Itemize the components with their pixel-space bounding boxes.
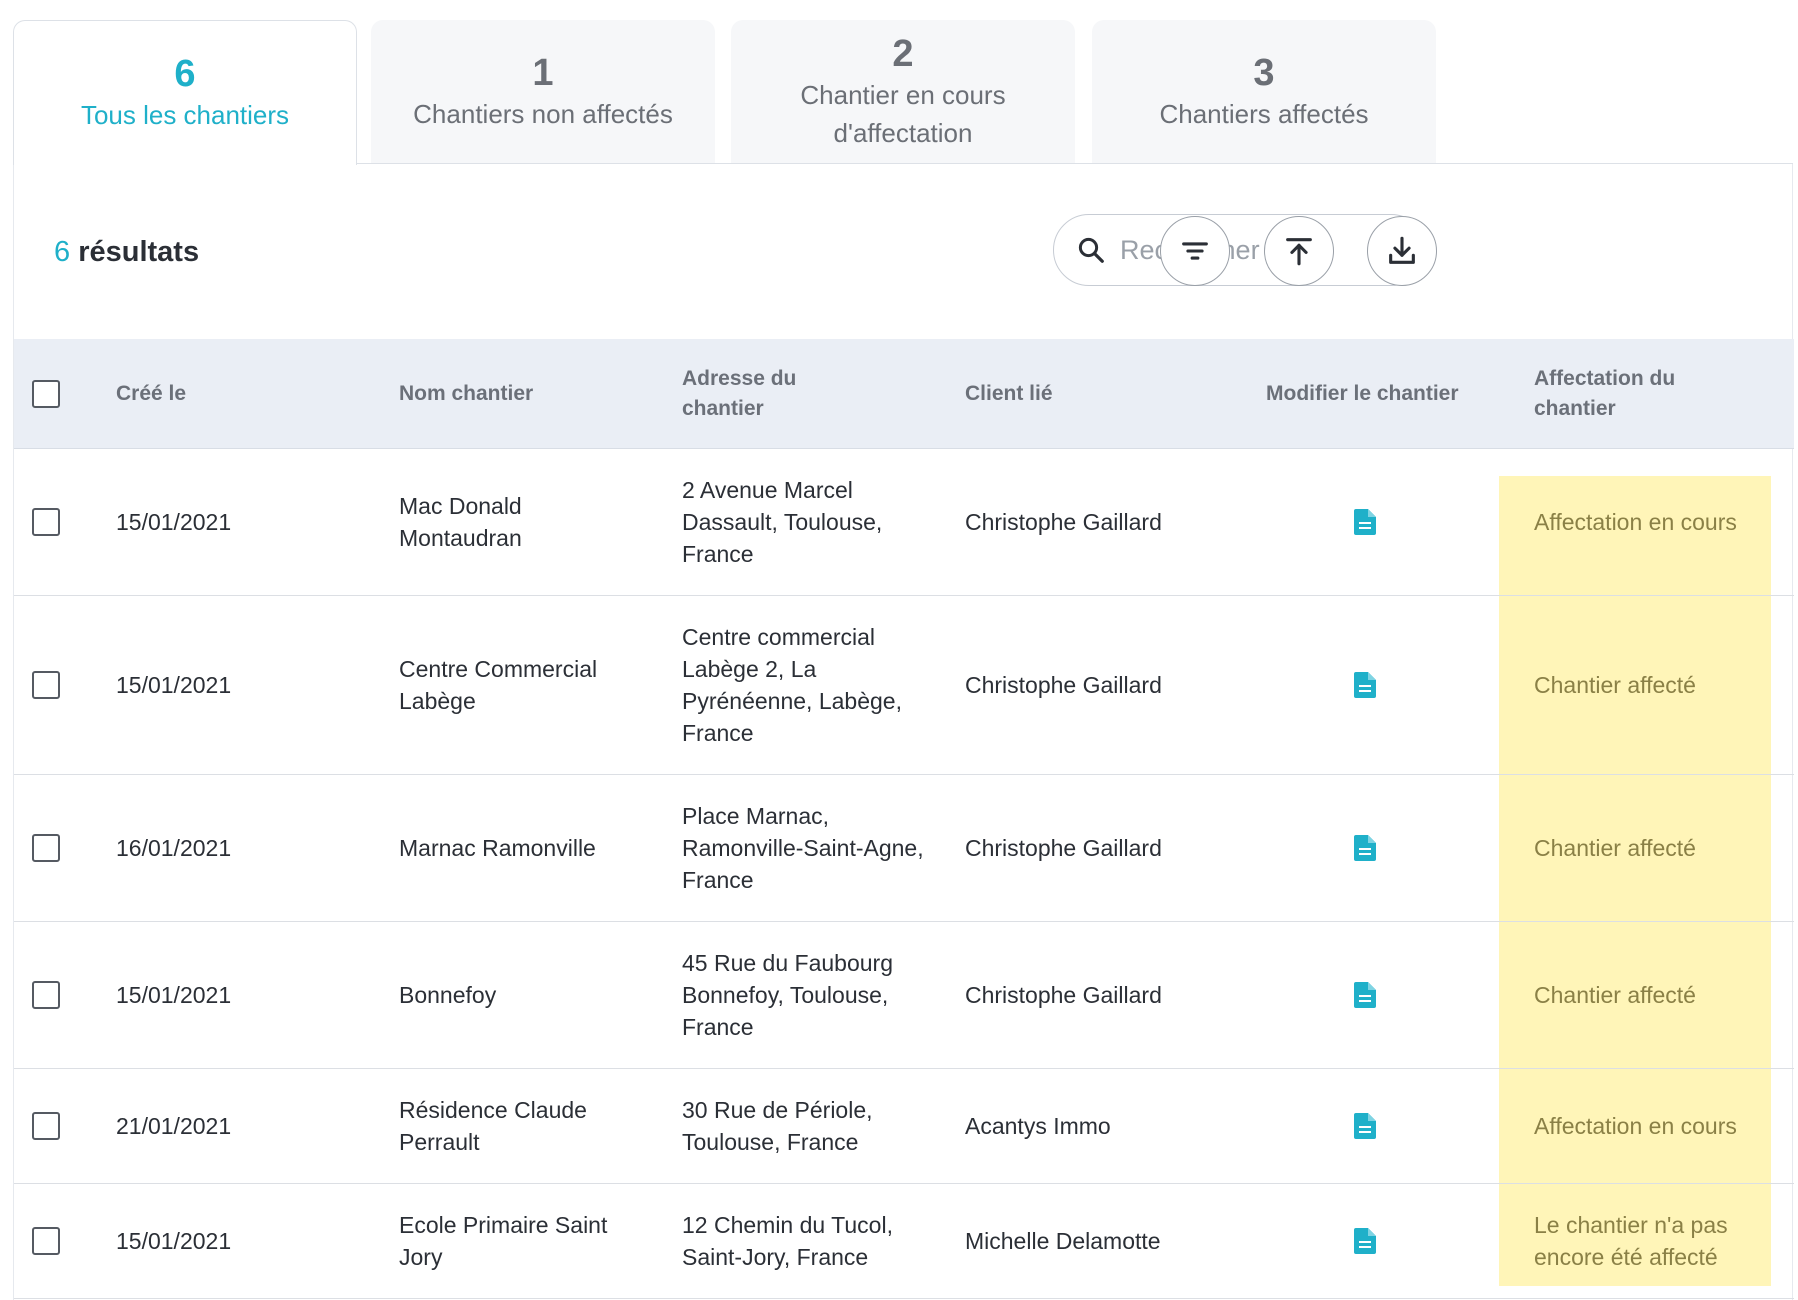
row-checkbox[interactable] (32, 834, 60, 862)
assignment-status: Chantier affecté (1534, 982, 1696, 1008)
site-name: Mac Donald Montaudran (399, 493, 522, 551)
document-icon (1354, 509, 1376, 535)
tab-label: Tous les chantiers (80, 100, 290, 130)
edit-site-button[interactable] (1354, 1069, 1394, 1183)
column-header-edit: Modifier le chantier (1266, 382, 1459, 405)
created-date: 15/01/2021 (116, 672, 232, 698)
filter-icon (1182, 242, 1208, 260)
site-name: Bonnefoy (399, 982, 497, 1008)
site-name: Ecole Primaire Saint Jory (399, 1212, 608, 1270)
linked-client: Christophe Gaillard (965, 835, 1162, 861)
column-header-assignment[interactable]: Affectation du chantier (1534, 367, 1676, 420)
document-icon (1354, 1228, 1376, 1254)
tab-bar: 6 Tous les chantiers 1 Chantiers non aff… (13, 20, 1793, 165)
document-icon (1354, 835, 1376, 861)
assignment-status: Chantier affecté (1534, 672, 1696, 698)
tab-count: 1 (532, 52, 554, 94)
assignment-status: Affectation en cours (1534, 1113, 1737, 1139)
site-address: 2 Avenue Marcel Dassault, Toulouse, Fran… (682, 477, 883, 567)
assignment-status: Le chantier n'a pas encore été affecté (1534, 1212, 1728, 1270)
created-date: 15/01/2021 (116, 1228, 232, 1254)
created-date: 21/01/2021 (116, 1113, 232, 1139)
edit-site-button[interactable] (1354, 449, 1394, 595)
download-icon (1389, 236, 1415, 264)
assignment-status: Chantier affecté (1534, 835, 1696, 861)
assignment-status: Affectation en cours (1534, 509, 1737, 535)
linked-client: Acantys Immo (965, 1113, 1111, 1139)
row-checkbox[interactable] (32, 981, 60, 1009)
site-name: Résidence Claude Perrault (399, 1097, 587, 1155)
column-header-created[interactable]: Créé le (116, 382, 187, 405)
linked-client: Christophe Gaillard (965, 672, 1162, 698)
tab-label: Chantiers affectés (1159, 99, 1369, 129)
results-label: résultats (78, 236, 200, 268)
table-row[interactable]: 15/01/2021 Mac Donald Montaudran 2 Avenu… (14, 449, 1794, 596)
site-name: Marnac Ramonville (399, 835, 596, 861)
row-checkbox[interactable] (32, 1112, 60, 1140)
download-button[interactable] (1367, 216, 1437, 286)
document-icon (1354, 672, 1376, 698)
tab-count: 3 (1253, 52, 1275, 94)
table-row[interactable]: 15/01/2021 Bonnefoy 45 Rue du Faubourg B… (14, 922, 1794, 1069)
tab-assigned-sites[interactable]: 3 Chantiers affectés (1092, 20, 1436, 164)
row-checkbox[interactable] (32, 671, 60, 699)
site-address: Centre commercial Labège 2, La Pyrénéenn… (682, 624, 902, 746)
document-icon (1354, 982, 1376, 1008)
results-count: 6 (54, 236, 71, 268)
site-address: 12 Chemin du Tucol, Saint-Jory, France (682, 1212, 893, 1270)
tab-label: Chantiers non affectés (413, 99, 673, 129)
edit-site-button[interactable] (1354, 1184, 1394, 1298)
tab-count: 6 (174, 53, 196, 95)
edit-site-button[interactable] (1354, 596, 1394, 774)
created-date: 15/01/2021 (116, 982, 232, 1008)
tab-unassigned-sites[interactable]: 1 Chantiers non affectés (371, 20, 715, 164)
linked-client: Michelle Delamotte (965, 1228, 1161, 1254)
assignment-status-highlight (1499, 476, 1771, 1286)
tab-in-progress-sites[interactable]: 2 Chantier en cours d'affectation (731, 20, 1075, 164)
document-icon (1354, 1113, 1376, 1139)
linked-client: Christophe Gaillard (965, 509, 1162, 535)
upload-icon (1286, 238, 1312, 266)
linked-client: Christophe Gaillard (965, 982, 1162, 1008)
site-address: 45 Rue du Faubourg Bonnefoy, Toulouse, F… (682, 950, 893, 1040)
tab-label: Chantier en cours d'affectation (800, 80, 1006, 148)
results-summary: 6 résultats (54, 236, 199, 269)
tab-all-sites[interactable]: 6 Tous les chantiers (13, 20, 357, 165)
upload-button[interactable] (1264, 216, 1334, 286)
site-address: 30 Rue de Périole, Toulouse, France (682, 1097, 873, 1155)
column-header-name[interactable]: Nom chantier (399, 382, 534, 405)
table-header: Créé le Nom chantier Adresse du chantier… (14, 339, 1794, 449)
search-icon (1078, 237, 1104, 263)
created-date: 15/01/2021 (116, 509, 232, 535)
column-header-client[interactable]: Client lié (965, 382, 1053, 405)
table-row[interactable]: 15/01/2021 Centre Commercial Labège Cent… (14, 596, 1794, 775)
site-name: Centre Commercial Labège (399, 656, 598, 714)
select-all-checkbox[interactable] (32, 380, 60, 408)
site-address: Place Marnac, Ramonville-Saint-Agne, Fra… (682, 803, 924, 893)
row-checkbox[interactable] (32, 508, 60, 536)
table-row[interactable]: 21/01/2021 Résidence Claude Perrault 30 … (14, 1069, 1794, 1184)
table-row[interactable]: 16/01/2021 Marnac Ramonville Place Marna… (14, 775, 1794, 922)
row-checkbox[interactable] (32, 1227, 60, 1255)
edit-site-button[interactable] (1354, 922, 1394, 1068)
edit-site-button[interactable] (1354, 775, 1394, 921)
column-header-address[interactable]: Adresse du chantier (682, 367, 797, 420)
tab-count: 2 (892, 33, 914, 75)
table-row[interactable]: 15/01/2021 Ecole Primaire Saint Jory 12 … (14, 1184, 1794, 1299)
tabs-divider (13, 163, 1793, 164)
sites-panel: 6 résultats Créé le Nom c (13, 164, 1794, 1300)
created-date: 16/01/2021 (116, 835, 232, 861)
filter-button[interactable] (1160, 216, 1230, 286)
